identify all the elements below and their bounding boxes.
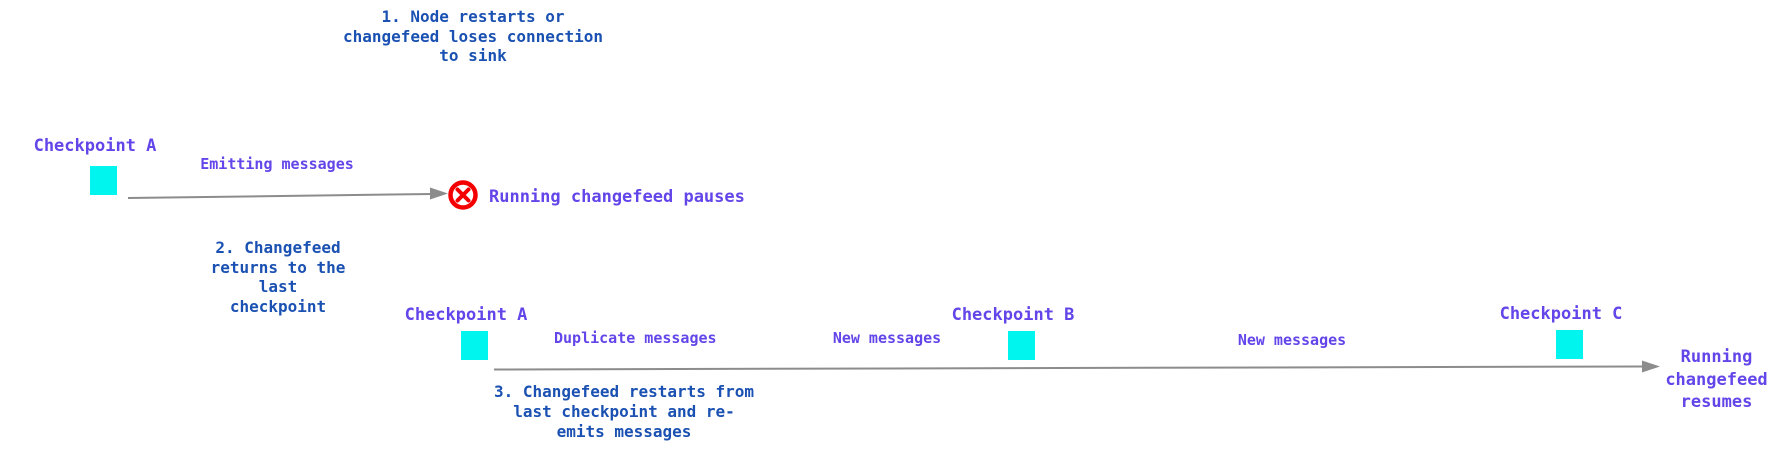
timeline-arrow-top: [127, 187, 448, 200]
step-1-note: 1. Node restarts or changefeed loses con…: [342, 7, 604, 65]
checkpoint-b-marker: [1008, 331, 1035, 360]
checkpoint-a-marker-bottom: [461, 331, 488, 360]
pause-cancel-icon: [448, 180, 478, 210]
running-changefeed-resumes-label: Running changefeed resumes: [1665, 347, 1768, 412]
emitting-messages-label: Emitting messages: [200, 155, 354, 173]
step-2-note: 2. Changefeed returns to the last checkp…: [210, 238, 346, 316]
step-3-note: 3. Changefeed restarts from last checkpo…: [493, 382, 755, 441]
timeline-arrow-bottom: [493, 360, 1660, 373]
checkpoint-c-label: Checkpoint C: [1499, 304, 1623, 324]
duplicate-messages-label: Duplicate messages: [554, 329, 717, 347]
checkpoint-b-label: Checkpoint B: [951, 305, 1075, 325]
new-messages-label-1: New messages: [832, 329, 942, 347]
checkpoint-c-marker: [1556, 330, 1583, 359]
checkpoint-a-label-bottom: Checkpoint A: [404, 305, 528, 325]
checkpoint-a-marker-top: [90, 166, 117, 195]
running-changefeed-pauses-label: Running changefeed pauses: [489, 187, 745, 207]
new-messages-label-2: New messages: [1237, 331, 1347, 349]
checkpoint-a-label-top: Checkpoint A: [33, 136, 157, 156]
